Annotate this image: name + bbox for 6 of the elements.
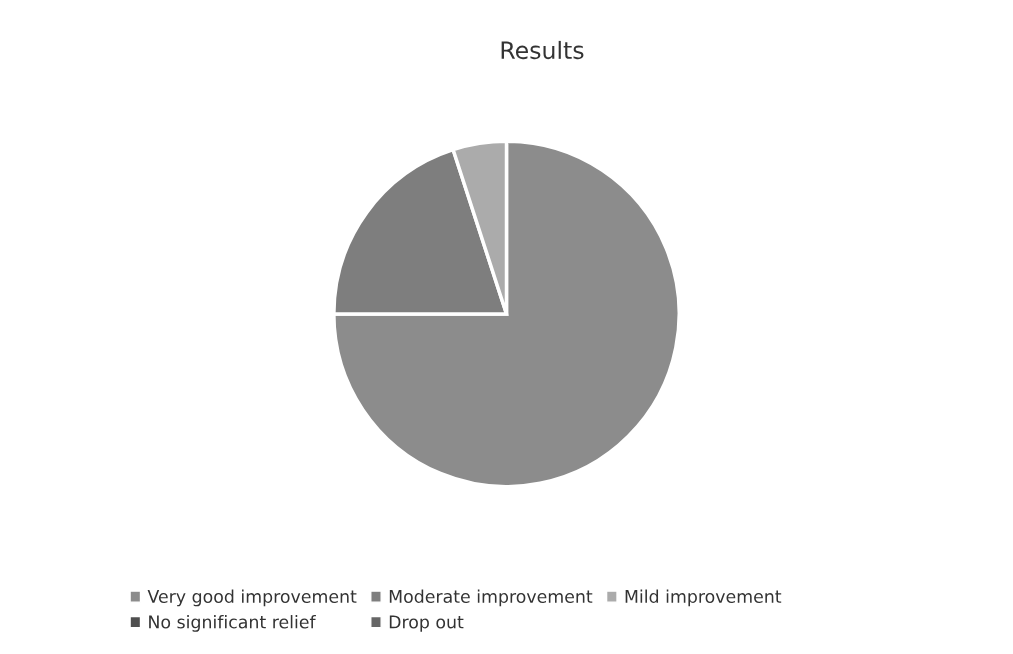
legend-label: Drop out — [389, 615, 464, 632]
legend-label: No significant relief — [149, 615, 316, 632]
legend-label: Mild improvement — [625, 589, 782, 607]
legend-label: Moderate improvement — [389, 589, 593, 607]
legend-label: Very good improvement — [147, 589, 357, 607]
chart-title: Results — [501, 40, 584, 60]
